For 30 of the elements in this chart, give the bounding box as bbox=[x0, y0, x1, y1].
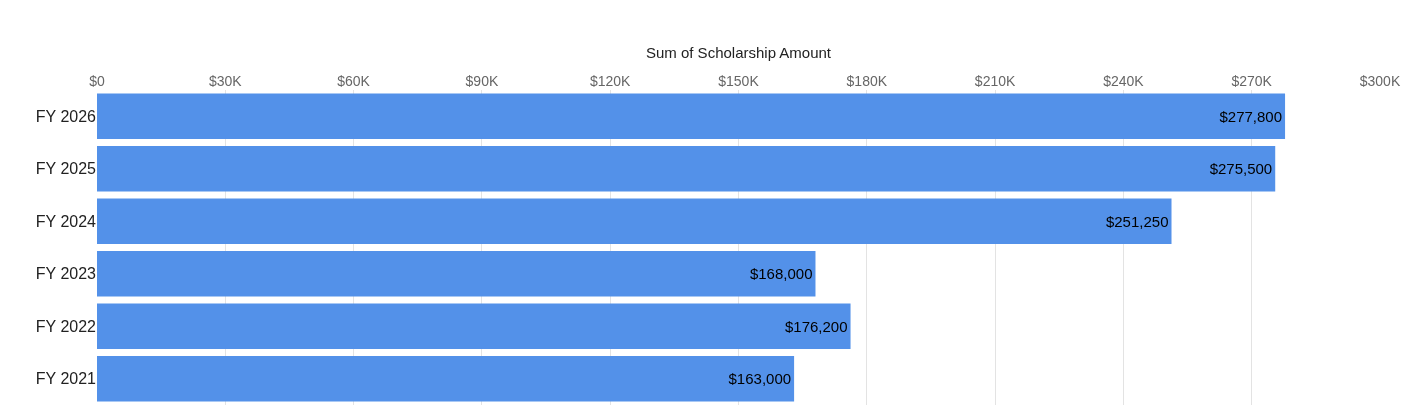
x-tick-label: $180K bbox=[846, 73, 888, 90]
bar bbox=[97, 93, 1286, 140]
x-tick-label: $0 bbox=[89, 73, 105, 90]
x-tick-label: $90K bbox=[465, 73, 499, 90]
y-tick-label: FY 2022 bbox=[35, 317, 97, 335]
bar bbox=[97, 250, 816, 297]
x-tick-label: $30K bbox=[208, 73, 243, 90]
x-tick-label: $240K bbox=[1103, 73, 1145, 90]
bar bbox=[97, 198, 1172, 245]
y-tick-label: FY 2024 bbox=[35, 212, 97, 230]
x-tick-label: $270K bbox=[1231, 73, 1273, 90]
data-label: $277,800 bbox=[1219, 107, 1283, 125]
data-label: $163,000 bbox=[728, 370, 792, 388]
x-tick-label: $300K bbox=[1359, 73, 1401, 90]
x-tick-label: $210K bbox=[974, 73, 1016, 90]
x-tick-label: $120K bbox=[589, 73, 632, 90]
y-tick-label: FY 2023 bbox=[35, 265, 97, 283]
data-label: $176,200 bbox=[784, 317, 848, 335]
data-label: $275,500 bbox=[1209, 160, 1273, 178]
bar bbox=[97, 355, 795, 402]
data-label: $168,000 bbox=[749, 265, 813, 283]
x-tick-label: $60K bbox=[337, 73, 371, 90]
bar bbox=[97, 145, 1276, 192]
y-tick-label: FY 2021 bbox=[35, 370, 97, 388]
x-tick-label: $150K bbox=[718, 73, 760, 90]
y-tick-label: FY 2026 bbox=[35, 107, 97, 125]
y-tick-label: FY 2025 bbox=[35, 160, 97, 178]
bar bbox=[97, 303, 851, 350]
x-axis-title: Sum of Scholarship Amount bbox=[645, 44, 832, 62]
data-label: $251,250 bbox=[1105, 212, 1169, 230]
